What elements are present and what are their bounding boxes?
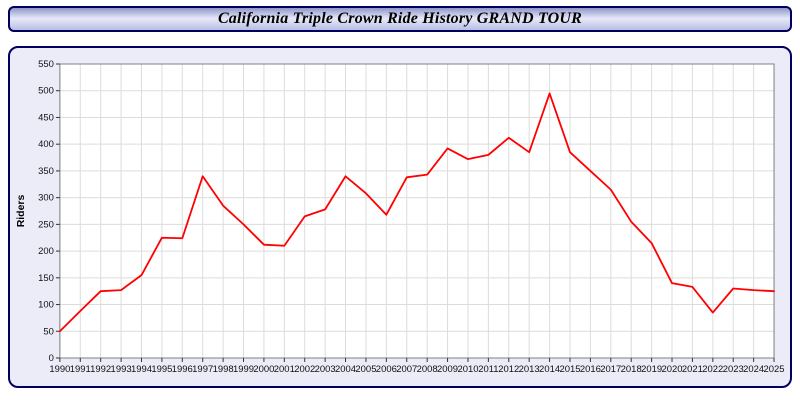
svg-text:400: 400: [38, 139, 54, 150]
svg-text:50: 50: [43, 326, 54, 337]
svg-text:2001: 2001: [274, 364, 295, 375]
svg-text:1996: 1996: [172, 364, 193, 375]
chart-panel: 0 50 100 150 200 250 300 350 400 450 500 550 1990 199…: [8, 46, 792, 388]
svg-text:2016: 2016: [580, 364, 601, 375]
svg-text:2017: 2017: [600, 364, 621, 375]
svg-text:2014: 2014: [539, 364, 560, 375]
svg-text:1992: 1992: [90, 364, 111, 375]
svg-text:250: 250: [38, 219, 54, 230]
svg-text:2005: 2005: [355, 364, 376, 375]
svg-text:150: 150: [38, 273, 54, 284]
svg-text:300: 300: [38, 193, 54, 204]
svg-text:2012: 2012: [498, 364, 519, 375]
svg-text:2004: 2004: [335, 364, 356, 375]
svg-text:500: 500: [38, 86, 54, 97]
svg-text:100: 100: [38, 300, 54, 311]
svg-text:350: 350: [38, 166, 54, 177]
svg-text:1998: 1998: [213, 364, 234, 375]
page-title: California Triple Crown Ride History GRA…: [217, 10, 583, 27]
svg-text:1999: 1999: [233, 364, 254, 375]
svg-text:1993: 1993: [111, 364, 132, 375]
svg-text:Riders: Riders: [16, 195, 27, 228]
svg-text:2006: 2006: [376, 364, 397, 375]
svg-text:2009: 2009: [437, 364, 458, 375]
chart-title-bar: California Triple Crown Ride History GRA…: [8, 6, 792, 32]
svg-text:550: 550: [38, 59, 54, 70]
svg-text:1991: 1991: [70, 364, 91, 375]
svg-text:2018: 2018: [621, 364, 642, 375]
svg-text:1997: 1997: [192, 364, 213, 375]
svg-text:2025: 2025: [764, 364, 785, 375]
svg-text:1995: 1995: [151, 364, 172, 375]
svg-text:1990: 1990: [49, 364, 70, 375]
svg-text:2011: 2011: [478, 364, 498, 375]
svg-text:2003: 2003: [315, 364, 336, 375]
svg-text:2015: 2015: [559, 364, 580, 375]
svg-text:1994: 1994: [131, 364, 152, 375]
svg-text:2020: 2020: [661, 364, 682, 375]
svg-text:450: 450: [38, 112, 54, 123]
svg-text:2002: 2002: [294, 364, 315, 375]
svg-text:2024: 2024: [743, 364, 764, 375]
svg-text:2021: 2021: [682, 364, 703, 375]
svg-text:2010: 2010: [457, 364, 478, 375]
svg-text:2019: 2019: [641, 364, 662, 375]
svg-text:2000: 2000: [253, 364, 274, 375]
svg-text:2013: 2013: [519, 364, 540, 375]
svg-text:200: 200: [38, 246, 54, 257]
svg-text:2007: 2007: [396, 364, 417, 375]
svg-text:2022: 2022: [702, 364, 723, 375]
svg-text:2008: 2008: [417, 364, 438, 375]
svg-text:0: 0: [49, 353, 54, 364]
svg-text:2023: 2023: [723, 364, 744, 375]
